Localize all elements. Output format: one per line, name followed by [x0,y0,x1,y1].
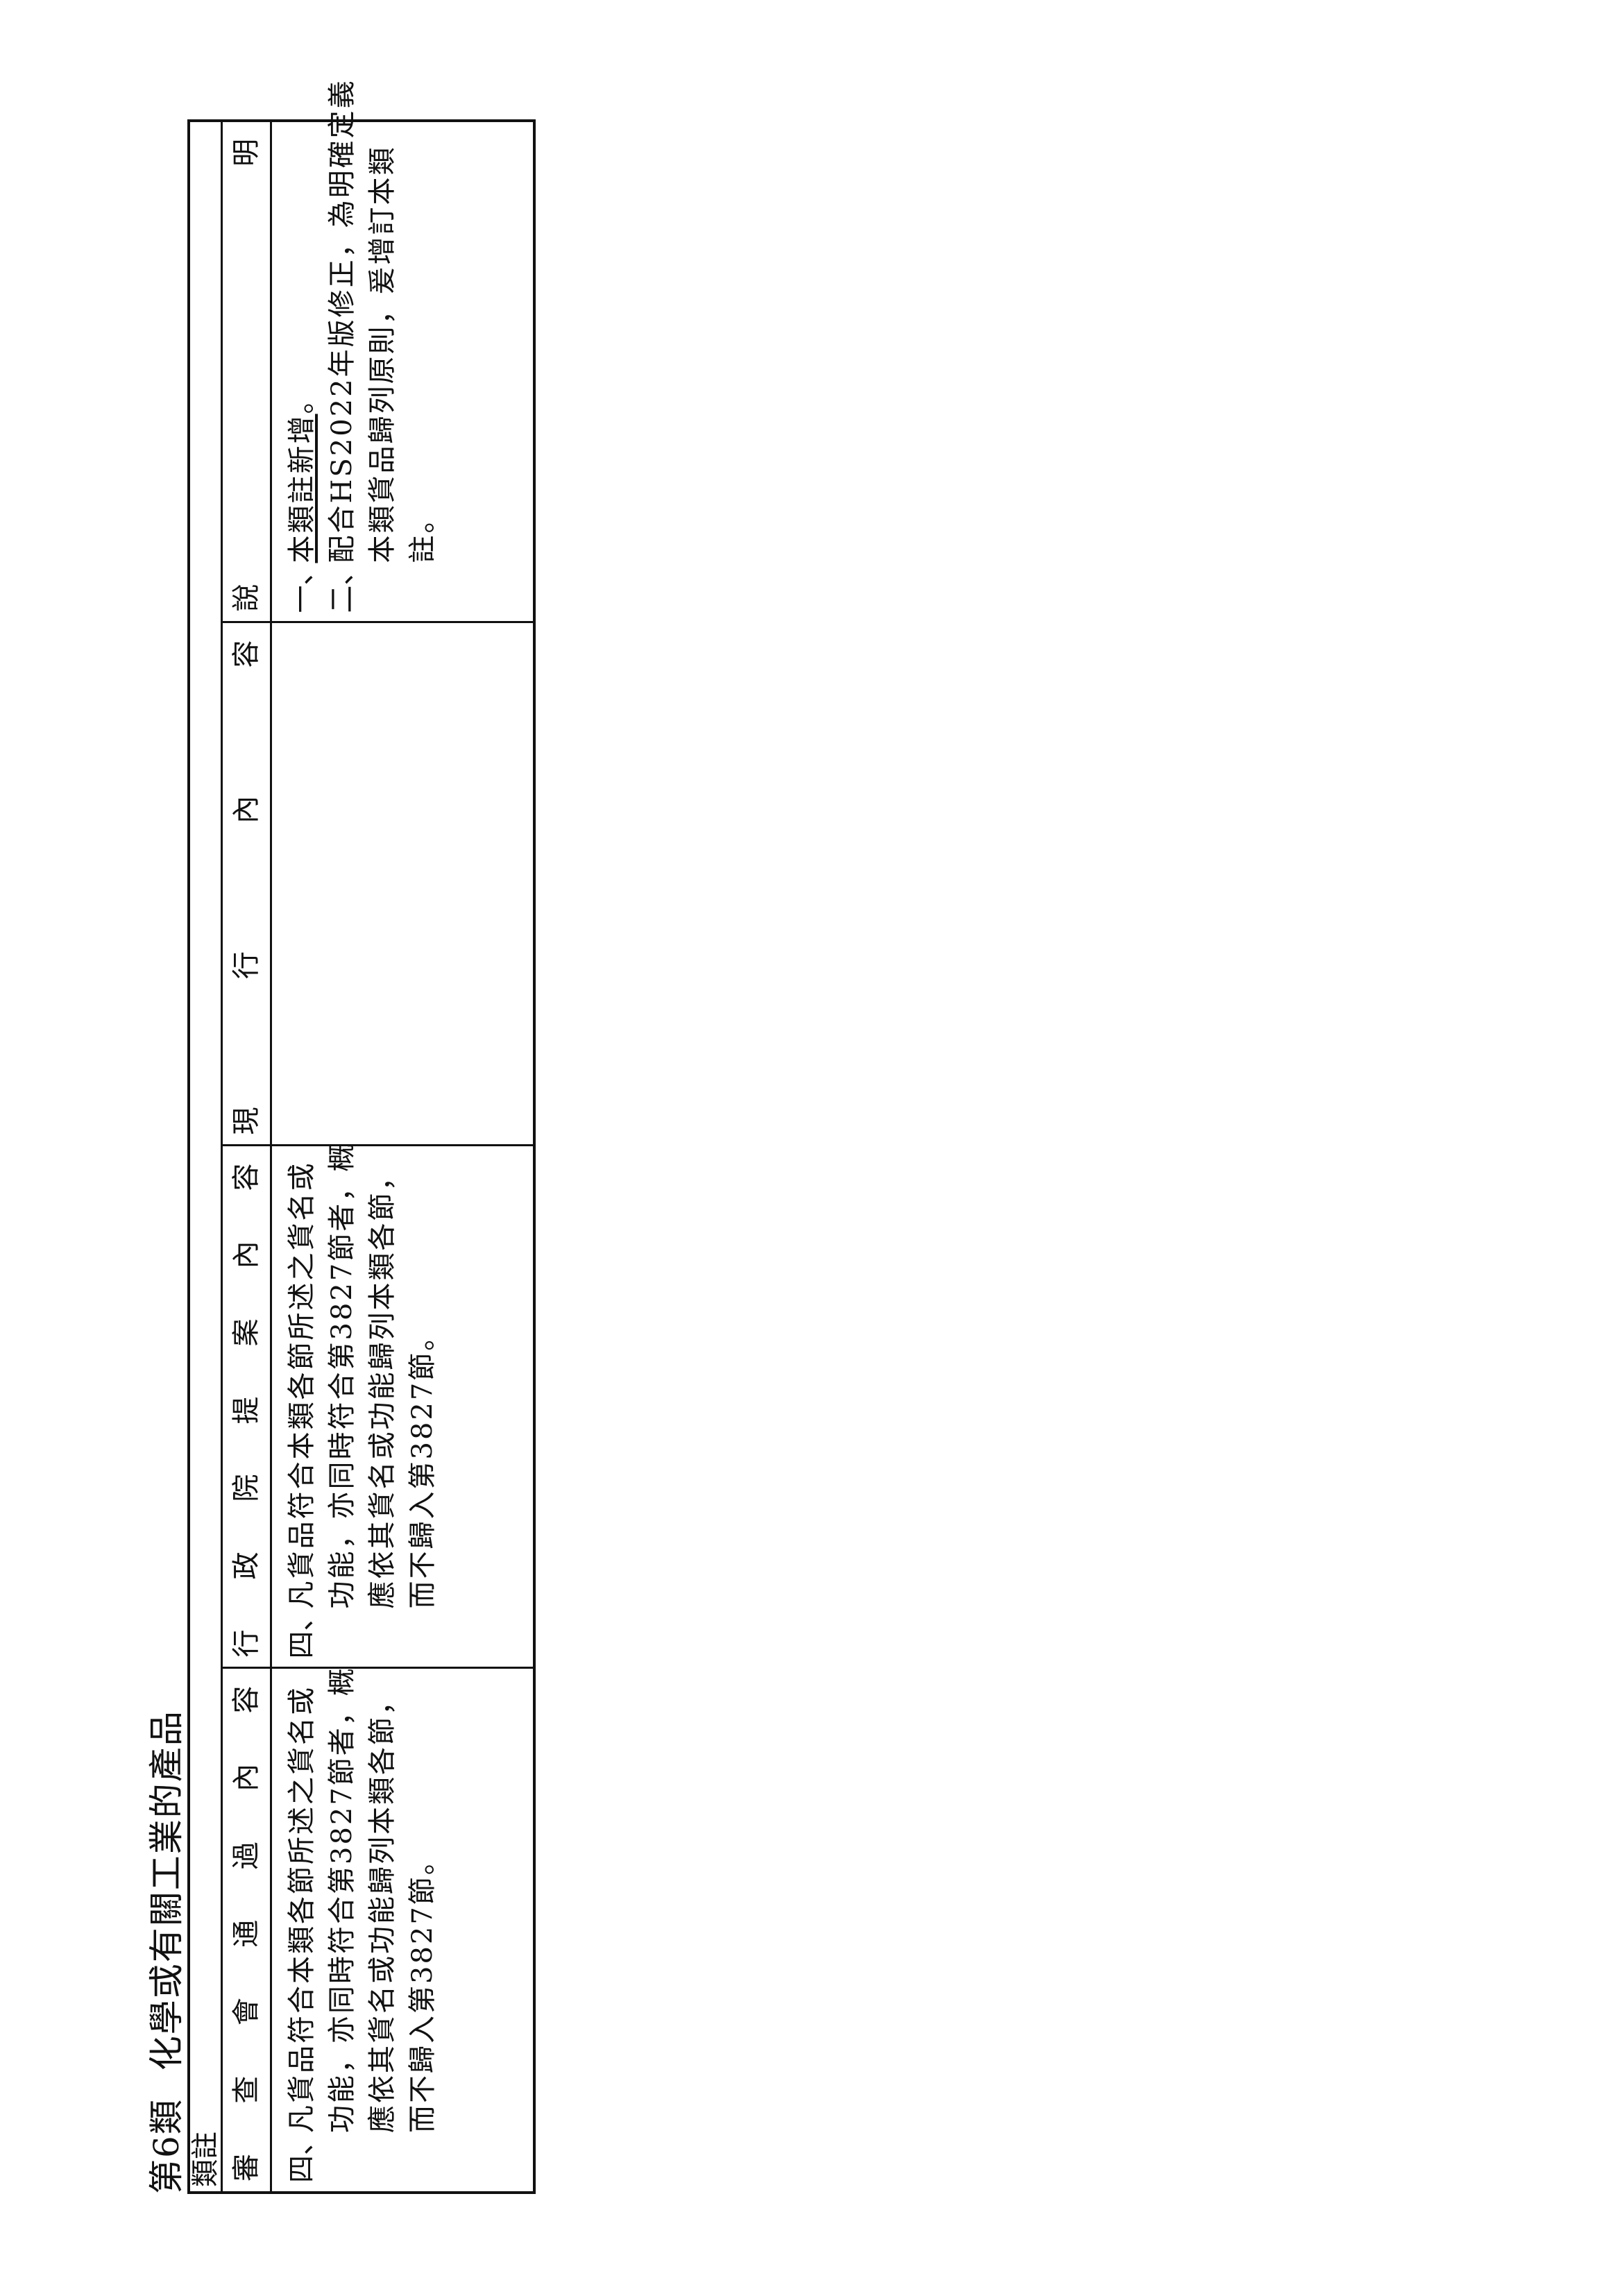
text-line: 本類貨品歸列原則，爰增訂本類 [366,145,398,563]
section-label: 類註 [189,121,222,2193]
current-content-cell [271,622,534,1146]
text-line: 而不歸入第3827節。 [407,1320,439,1609]
text-line: 配合HS2022年版修正，為明確定義 [326,78,358,563]
page-title: 第6類 化學或有關工業的產品 [146,1710,187,2194]
text-line: 應依其貨名或功能歸列本類各節， [366,1161,398,1609]
item-label: 二、 [326,557,358,613]
proposal-content-cell: 四、 凡貨品符合本類各節所述之貨名或 功能，亦同時符合第3827節者，概 應依其… [271,1142,534,1668]
header-proposal-content: 行政院提案內容 [221,1146,271,1668]
text-line: 應依其貨名或功能歸列本類各節， [366,1685,398,2133]
text-line: 功能，亦同時符合第3827節者，概 [326,1141,358,1609]
chapter-name: 化學或有關工業的產品 [146,1710,187,2071]
item-label: 一、 [286,557,318,613]
rotated-page: 第6類 化學或有關工業的產品 類註 審查會通過內容 行政院提案內容 現行內容 說明… [146,78,536,2194]
text-line: 功能，亦同時符合第3827節者，概 [326,1666,358,2133]
text-line: 而不歸入第3827節。 [407,1845,439,2133]
chapter-number: 第6類 [146,2098,187,2194]
underlined-text: 本類註新增 [286,414,318,563]
header-current-content: 現行內容 [221,622,271,1146]
item-label: 四、 [286,1603,318,1659]
comparison-table: 類註 審查會通過內容 行政院提案內容 現行內容 說明 四、 凡貨品符合本類各節所… [187,78,536,2194]
text-line: 凡貨品符合本類各節所述之貨名或 [286,1685,318,2133]
header-review-content: 審查會通過內容 [221,1668,271,2193]
text-line: 註。 [407,503,439,563]
explanation-cell: 一、 本類註新增。 二、 配合HS2022年版修正，為明確定義 本類貨品歸列原則… [271,78,534,622]
header-explanation: 說明 [221,121,271,622]
review-content-cell: 四、 凡貨品符合本類各節所述之貨名或 功能，亦同時符合第3827節者，概 應依其… [271,1666,534,2193]
text: 。 [286,384,318,414]
text-line: 凡貨品符合本類各節所述之貨名或 [286,1161,318,1609]
item-label: 四、 [286,2127,318,2183]
